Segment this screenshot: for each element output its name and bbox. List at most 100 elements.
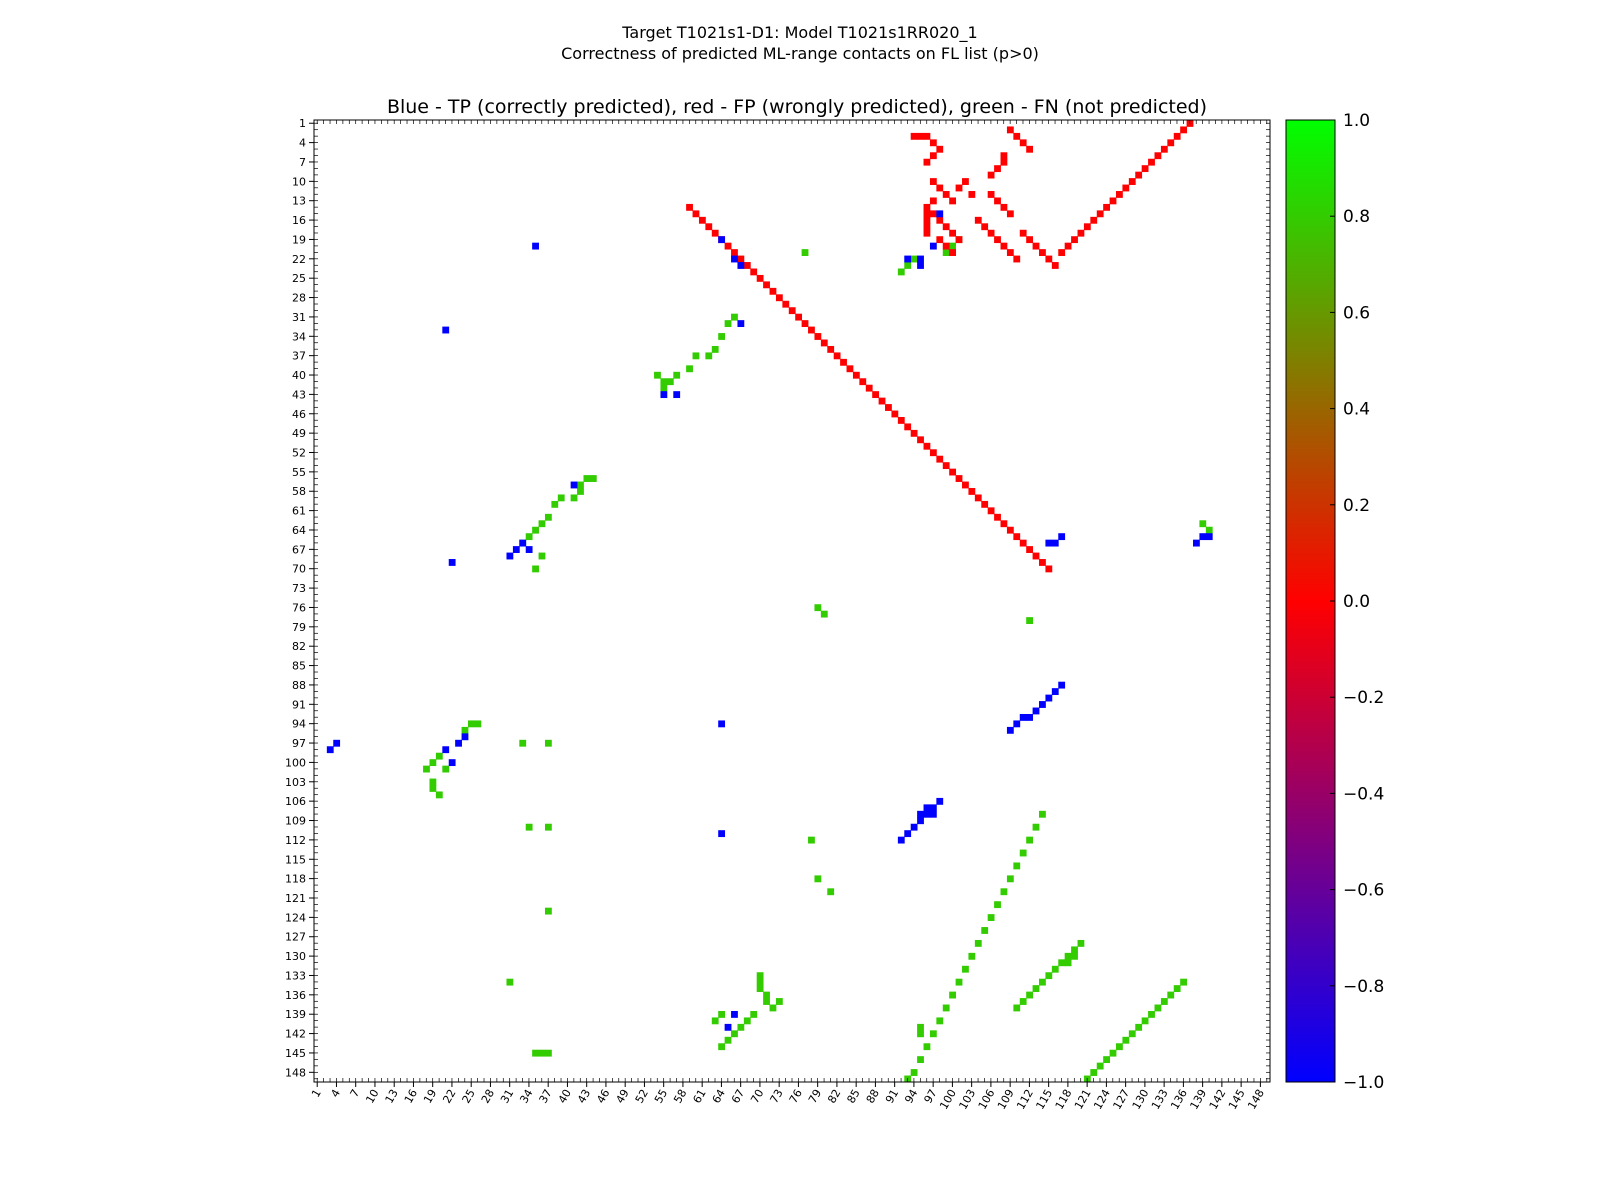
- x-tick-label: 1: [309, 1087, 324, 1100]
- contact-cell-fn: [705, 352, 713, 360]
- contact-cell-fp: [923, 229, 931, 237]
- contact-cell-fn: [525, 823, 533, 831]
- contact-cell-fn: [917, 1056, 924, 1064]
- contact-cell-fp: [1154, 152, 1162, 160]
- contact-cell-fp: [724, 242, 732, 250]
- y-tick-label: 22: [292, 253, 306, 266]
- minor-ticks: [314, 120, 1270, 1082]
- y-tick-label: 49: [292, 427, 306, 440]
- contact-cell-fp: [686, 203, 693, 211]
- y-tick-label: 88: [292, 679, 306, 692]
- contact-cell-fn: [544, 739, 552, 747]
- contact-cell-tp: [461, 733, 469, 741]
- contact-cell-fn: [929, 1030, 937, 1038]
- x-tick-label: 37: [537, 1087, 555, 1106]
- contact-cell-fn: [987, 914, 995, 921]
- y-tick-label: 1: [299, 117, 306, 130]
- x-tick-label: 91: [883, 1087, 901, 1106]
- contact-cell-fn: [981, 927, 989, 934]
- contact-cell-fn: [1064, 952, 1072, 960]
- contact-cell-fp: [1135, 171, 1143, 179]
- contact-cell-tp: [1193, 539, 1200, 547]
- colorbar-tick-label: −1.0: [1343, 1073, 1384, 1093]
- contact-cell-fn: [1032, 823, 1040, 831]
- contact-cell-fn: [756, 978, 764, 986]
- contact-cell-fp: [1083, 223, 1091, 231]
- contact-cell-fp: [1000, 158, 1008, 166]
- plot-frame: [313, 119, 1271, 1083]
- contact-cell-fp: [1006, 249, 1014, 256]
- y-tick-label: 148: [285, 1066, 306, 1079]
- contact-cell-fn: [423, 765, 430, 773]
- contact-cell-fp: [994, 165, 1001, 173]
- contact-cell-fn: [897, 268, 905, 276]
- x-tick-label: 13: [383, 1087, 401, 1106]
- contact-cell-fp: [808, 326, 815, 334]
- contact-cell-fp: [878, 397, 886, 405]
- y-tick-label: 115: [285, 853, 306, 866]
- y-tick-label: 4: [299, 137, 306, 150]
- contact-cell-tp: [737, 262, 745, 269]
- contact-cell-fp: [801, 320, 809, 328]
- x-tick-label: 118: [1053, 1087, 1075, 1112]
- x-tick-label: 148: [1245, 1087, 1267, 1112]
- y-tick-label: 118: [285, 873, 306, 886]
- contact-cell-fp: [987, 191, 995, 198]
- contact-cell-fp: [1000, 242, 1008, 250]
- contact-cell-fn: [583, 475, 591, 482]
- contact-cell-fp: [923, 210, 931, 218]
- x-tick-label: 145: [1226, 1087, 1248, 1112]
- contact-cell-fp: [994, 236, 1001, 244]
- contact-cell-tp: [923, 810, 931, 818]
- y-tick-label: 145: [285, 1047, 306, 1060]
- x-tick-label: 46: [594, 1087, 612, 1106]
- y-tick-label: 52: [292, 447, 306, 460]
- contact-cell-fn: [1026, 836, 1034, 844]
- contact-cell-tp: [929, 804, 937, 812]
- contact-cell-tp: [512, 546, 520, 553]
- contact-cell-fn: [435, 791, 443, 799]
- contact-cell-fn: [955, 978, 963, 986]
- contact-cell-fp: [910, 429, 918, 437]
- contact-cell-fn: [731, 313, 738, 321]
- contact-cell-fn: [1135, 1023, 1143, 1031]
- x-tick-label: 103: [956, 1087, 978, 1112]
- contact-cell-tp: [519, 539, 527, 547]
- contact-cell-fp: [1160, 145, 1168, 153]
- contact-cell-fp: [1013, 255, 1021, 263]
- contact-cell-tp: [1019, 713, 1027, 721]
- x-tick-label: 70: [748, 1087, 766, 1106]
- contact-cell-fn: [1090, 1069, 1098, 1076]
- contact-cell-fn: [1051, 965, 1059, 973]
- contact-cell-fp: [910, 132, 918, 140]
- x-tick-label: 43: [575, 1087, 593, 1106]
- x-tick-label: 109: [995, 1087, 1017, 1112]
- y-tick-label: 100: [285, 756, 306, 769]
- contact-cell-fp: [1045, 565, 1053, 573]
- contact-cell-fn: [1160, 998, 1168, 1005]
- contact-cell-fp: [949, 229, 957, 237]
- contact-cell-fn: [506, 978, 514, 986]
- contact-cell-fn: [1071, 952, 1078, 960]
- contact-cell-fp: [698, 216, 706, 224]
- contact-cell-fp: [929, 139, 937, 147]
- contact-cell-fp: [994, 513, 1001, 521]
- contact-cell-fp: [743, 262, 751, 269]
- contact-cell-tp: [936, 797, 944, 805]
- contact-cell-fp: [692, 210, 700, 218]
- y-tick-label: 73: [292, 582, 306, 595]
- contact-cell-fp: [1128, 178, 1136, 185]
- x-tick-label: 16: [402, 1087, 420, 1106]
- contact-cell-tp: [936, 210, 944, 218]
- contact-cell-tp: [1045, 694, 1053, 702]
- contact-cell-fp: [1019, 139, 1027, 147]
- contact-cell-fp: [1019, 229, 1027, 237]
- x-tick-label: 64: [710, 1087, 728, 1106]
- contact-cell-fn: [743, 1017, 751, 1025]
- contact-cell-fp: [917, 132, 924, 140]
- x-tick-label: 112: [1014, 1087, 1036, 1112]
- x-tick-label: 97: [921, 1087, 939, 1106]
- contact-cell-fp: [968, 191, 976, 198]
- x-tick-label: 34: [517, 1087, 535, 1106]
